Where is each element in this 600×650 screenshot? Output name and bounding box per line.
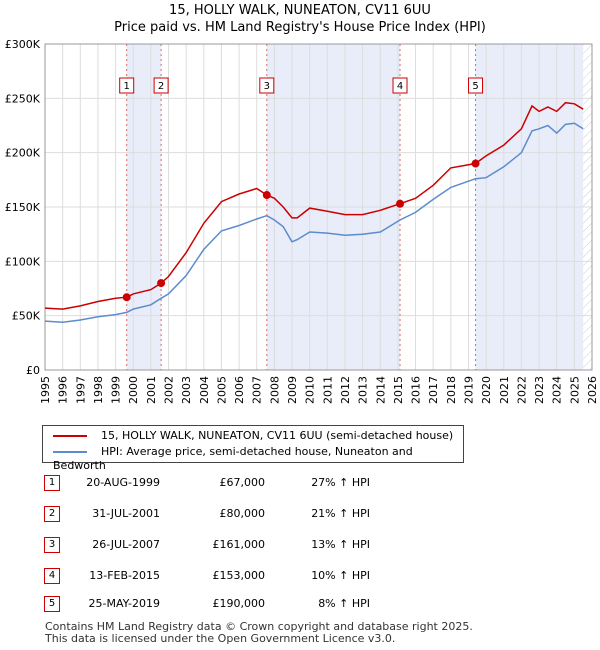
- x-tick-label: 1996: [57, 376, 70, 404]
- x-tick-label: 2017: [427, 376, 440, 404]
- x-tick-label: 2012: [339, 376, 352, 404]
- x-tick-label: 2004: [198, 376, 211, 404]
- y-tick-label: £100K: [5, 255, 41, 268]
- x-tick-label: 2020: [480, 376, 493, 404]
- y-tick-label: £300K: [5, 38, 41, 51]
- x-tick-label: 1999: [110, 376, 123, 404]
- x-tick-label: 2025: [568, 376, 581, 404]
- x-tick-label: 2023: [533, 376, 546, 404]
- transaction-price: £80,000: [219, 507, 266, 520]
- x-tick-label: 2002: [163, 376, 176, 404]
- transaction-number: 2: [44, 506, 60, 522]
- marker-2-label: 2: [158, 81, 164, 92]
- x-tick-label: 2019: [462, 376, 475, 404]
- marker-4-box: [392, 77, 408, 94]
- y-tick-label: £0: [26, 364, 40, 377]
- x-tick-label: 2006: [233, 376, 246, 404]
- x-tick-label: 1998: [92, 376, 105, 404]
- legend-swatch-red: [53, 435, 87, 437]
- footer-licence: This data is licensed under the Open Gov…: [45, 632, 396, 645]
- legend-swatch-blue: [53, 451, 87, 453]
- x-tick-label: 2005: [215, 376, 228, 404]
- series-line-property: [44, 101, 584, 310]
- legend-label-property: 15, HOLLY WALK, NUNEATON, CV11 6UU (semi…: [101, 429, 454, 442]
- transaction-hpi: 13% ↑ HPI: [311, 538, 370, 551]
- x-tick-label: 2022: [515, 376, 528, 404]
- marker-1-box: [119, 77, 135, 94]
- legend-entry-property: 15, HOLLY WALK, NUNEATON, CV11 6UU (semi…: [53, 429, 453, 443]
- x-tick-label: 2010: [304, 376, 317, 404]
- x-tick-label: 2000: [127, 376, 140, 404]
- marker-4-point: [396, 199, 405, 208]
- x-tick-label: 2018: [445, 376, 458, 404]
- x-tick-label: 2008: [268, 376, 281, 404]
- transaction-price: £153,000: [212, 569, 266, 582]
- footer-copyright: Contains HM Land Registry data © Crown c…: [45, 620, 473, 633]
- transaction-date: 20-AUG-1999: [86, 476, 160, 489]
- marker-5-label: 5: [472, 81, 478, 92]
- marker-4-label: 4: [397, 81, 403, 92]
- marker-5-box: [468, 77, 484, 94]
- marker-2-box: [153, 77, 169, 94]
- transaction-number: 5: [44, 596, 60, 612]
- marker-3-point: [262, 191, 271, 200]
- x-tick-label: 2024: [551, 376, 564, 404]
- y-tick-label: £50K: [12, 310, 41, 323]
- transaction-hpi: 8% ↑ HPI: [318, 597, 370, 610]
- y-tick-label: £150K: [5, 201, 41, 214]
- transaction-hpi: 21% ↑ HPI: [311, 507, 370, 520]
- transaction-date: 25-MAY-2019: [88, 597, 160, 610]
- chart-legend: 15, HOLLY WALK, NUNEATON, CV11 6UU (semi…: [42, 425, 464, 472]
- transaction-number: 3: [44, 537, 60, 553]
- legend-entry-hpi: HPI: Average price, semi-detached house,…: [53, 445, 463, 472]
- y-tick-label: £200K: [5, 147, 41, 160]
- x-tick-label: 2007: [251, 376, 264, 404]
- y-tick-label: £250K: [5, 92, 41, 105]
- transaction-date: 13-FEB-2015: [89, 569, 160, 582]
- marker-1-label: 1: [124, 81, 130, 92]
- transaction-hpi: 27% ↑ HPI: [311, 476, 370, 489]
- chart-subtitle: Price paid vs. HM Land Registry's House …: [114, 20, 486, 35]
- x-tick-label: 2015: [392, 376, 405, 404]
- x-tick-label: 2013: [357, 376, 370, 404]
- x-tick-label: 1995: [39, 376, 52, 404]
- marker-5-point: [471, 159, 480, 168]
- marker-1-point: [122, 293, 131, 302]
- plot-frame: [44, 43, 593, 371]
- x-tick-label: 2011: [321, 376, 334, 404]
- transaction-date: 31-JUL-2001: [92, 507, 160, 520]
- chart-title: 15, HOLLY WALK, NUNEATON, CV11 6UU: [169, 3, 431, 18]
- transaction-price: £190,000: [212, 597, 266, 610]
- x-tick-label: 2001: [145, 376, 158, 404]
- x-tick-label: 2021: [498, 376, 511, 404]
- marker-3-box: [259, 77, 275, 94]
- x-tick-label: 2016: [410, 376, 423, 404]
- x-tick-label: 2009: [286, 376, 299, 404]
- x-tick-label: 2003: [180, 376, 193, 404]
- transaction-price: £161,000: [212, 538, 266, 551]
- transaction-date: 26-JUL-2007: [92, 538, 160, 551]
- transaction-number: 1: [44, 475, 60, 491]
- marker-2-point: [157, 279, 166, 288]
- marker-3-label: 3: [264, 81, 270, 92]
- price-chart: £0 £50K £100K £150K £200K £250K £300K 1995 1996 1…: [5, 38, 599, 404]
- legend-label-hpi: HPI: Average price, semi-detached house,…: [53, 445, 413, 472]
- transaction-price: £67,000: [219, 476, 266, 489]
- x-tick-label: 1997: [74, 376, 87, 404]
- transaction-number: 4: [44, 568, 60, 584]
- x-tick-label: 2026: [586, 376, 599, 404]
- x-tick-label: 2014: [374, 376, 387, 404]
- transaction-hpi: 10% ↑ HPI: [311, 569, 370, 582]
- series-line-hpi: [44, 122, 584, 323]
